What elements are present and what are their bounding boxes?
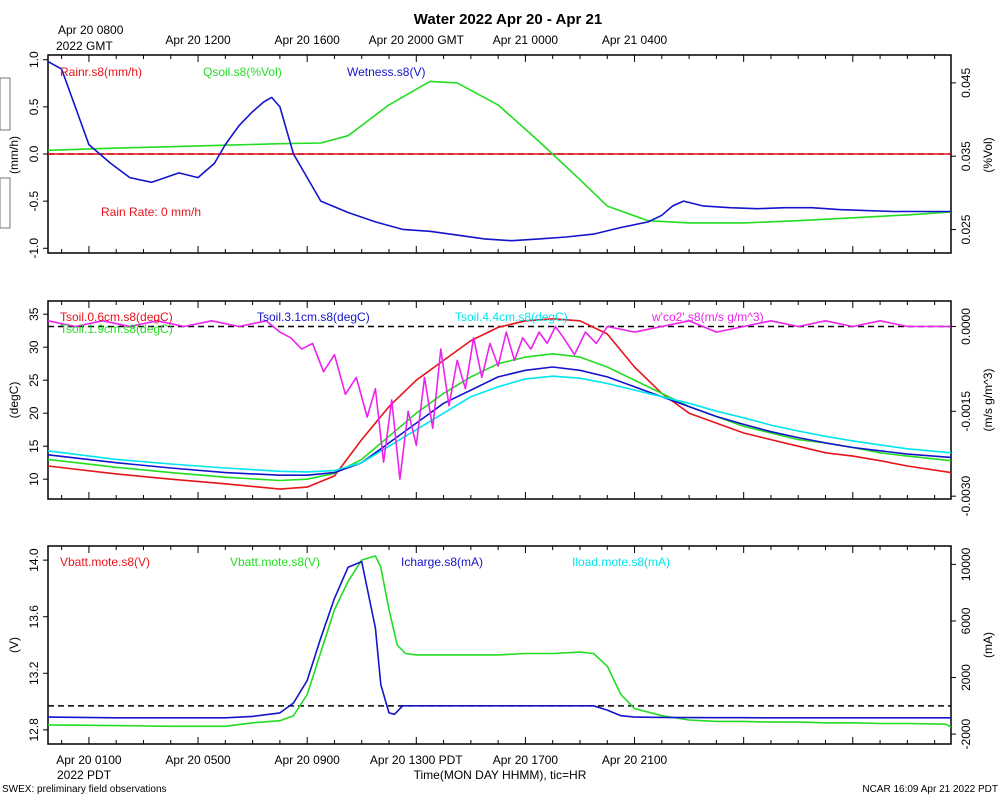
year-label: 2022 PDT [57,768,112,782]
series-blue-2 [47,60,951,242]
bottom-tick-label: Apr 20 0900 [274,753,340,767]
legend-tsoil-3-1cm: Tsoil.3.1cm.s8(degC) [257,310,370,324]
series-cyan-3 [47,375,952,473]
bottom-tick-label: Apr 20 2100 [602,753,668,767]
side-tab-lower[interactable] [0,177,11,229]
bottom-tick-label: Apr 20 0500 [165,753,231,767]
y-tick-label-right: -0.0030 [959,475,973,516]
y-tick-label-left: 25 [27,373,41,387]
start-time-label: Apr 20 0800 [58,23,124,37]
bottom-tick-label: Apr 20 1300 PDT [370,753,463,767]
start-time-zone-label: 2022 GMT [56,39,113,53]
series-green-1 [47,555,952,728]
top-tick-label: Apr 20 1200 [165,33,231,47]
y-tick-label-right: 0.025 [959,214,973,244]
legend-icharge: Icharge.s8(mA) [401,555,483,569]
y-tick-label-left: 20 [27,406,41,420]
panel-soil-temperature-frame [47,300,952,500]
y-tick-label-left: 15 [27,439,41,453]
y-tick-label-left: 30 [27,340,41,354]
y-tick-label-right: 0.0000 [959,308,973,345]
series-green-1 [47,80,952,224]
panel-mote-power-ticks: 12.8 13.2 13.6 14.0 -2000 2000 6000 10000 [27,546,973,749]
y-tick-label-left: 0.5 [27,98,41,115]
top-tick-label: Apr 21 0400 [602,33,668,47]
y-tick-label-right: 6000 [959,607,973,634]
panel-mote-power-left-axis-label: (V) [7,637,21,653]
y-tick-label-left: 14.0 [27,548,41,572]
bottom-tick-label: Apr 20 1700 [493,753,559,767]
legend-qsoil: Qsoil.s8(%Vol) [203,65,282,79]
legend-vbatt-green: Vbatt.mote.s8(V) [230,555,320,569]
panel-mote-power: 12.8 13.2 13.6 14.0 -2000 2000 6000 10000 (V) (… [7,545,995,767]
panel-soil-temperature-ticks: 10 15 20 25 30 35 -0.0030 -0.0015 0.0000 [27,301,973,517]
panel-soil-temperature-series [47,317,952,490]
panel-water-left-axis-label: (mm/h) [7,136,21,174]
y-tick-label-left: 13.6 [27,605,41,629]
x-axis-label: Time(MON DAY HHMM), tic=HR [414,768,587,782]
y-tick-label-left: 0.0 [27,145,41,162]
y-tick-label-right: 0.035 [959,141,973,171]
y-tick-label-left: 10 [27,472,41,486]
top-tick-label: Apr 20 2000 GMT [369,33,465,47]
series-blue-2 [47,560,951,719]
series-green-1 [47,352,952,482]
footer-left-note: SWEX: preliminary field observations [2,784,167,795]
legend-iload: Iload.mote.s8(mA) [572,555,670,569]
panel-water-right-axis-label: (%Vol) [981,137,995,172]
y-tick-label-right: 0.045 [959,68,973,98]
panel-mote-power-frame [47,545,952,745]
top-tick-label: Apr 20 1600 [274,33,340,47]
legend-tsoil-1-9cm: Tsoil.1.9cm.s8(degC) [60,322,173,336]
panel-water-series [47,60,952,242]
panel-water-ticks: -1.0 -0.5 0.0 0.5 1.0 0.025 0.035 0.045 [27,51,973,259]
rain-rate-annotation: Rain Rate: 0 mm/h [101,205,201,219]
footer-right-note: NCAR 16:09 Apr 21 2022 PDT [862,784,998,795]
y-tick-label-left: -0.5 [27,190,41,211]
side-tab-upper[interactable] [0,77,11,131]
y-tick-label-left: 35 [27,307,41,321]
legend-tsoil-0-6cm: Tsoil.0.6cm.s8(degC) [60,310,173,324]
series-blue-2 [47,366,952,477]
y-tick-label-right: -0.0015 [959,391,973,432]
chart-title: Water 2022 Apr 20 - Apr 21 [414,11,602,28]
legend-wco2: w'co2'.s8(m/s g/m^3) [651,310,764,324]
legend-tsoil-4-4cm: Tsoil.4.4cm.s8(degC) [455,310,568,324]
y-tick-label-right: 2000 [959,664,973,691]
y-tick-label-left: 13.2 [27,661,41,685]
panel-soil-temperature-right-axis-label: (m/s g/m^3) [981,369,995,432]
top-time-axis: Apr 20 1200 Apr 20 1600 Apr 20 2000 GMT Apr… [165,33,667,47]
panel-soil-temperature-left-axis-label: (degC) [7,382,21,419]
panel-mote-power-series [47,555,952,728]
y-tick-label-left: 1.0 [27,51,41,68]
legend-rainr: Rainr.s8(mm/h) [60,65,142,79]
legend-vbatt-red: Vbatt.mote.s8(V) [60,555,150,569]
bottom-time-axis: Apr 20 0100 Apr 20 0500 Apr 20 0900 Apr 20 … [56,753,667,767]
y-tick-label-left: -1.0 [27,238,41,259]
top-tick-label: Apr 21 0000 [493,33,559,47]
legend-wetness: Wetness.s8(V) [347,65,425,79]
series-red-0 [47,317,952,490]
series-magenta-4 [47,319,951,481]
bottom-tick-label: Apr 20 0100 [56,753,122,767]
panel-mote-power-right-axis-label: (mA) [981,632,995,658]
y-tick-label-left: 12.8 [27,718,41,742]
y-tick-label-right: 10000 [959,547,973,581]
y-tick-label-right: -2000 [959,718,973,749]
